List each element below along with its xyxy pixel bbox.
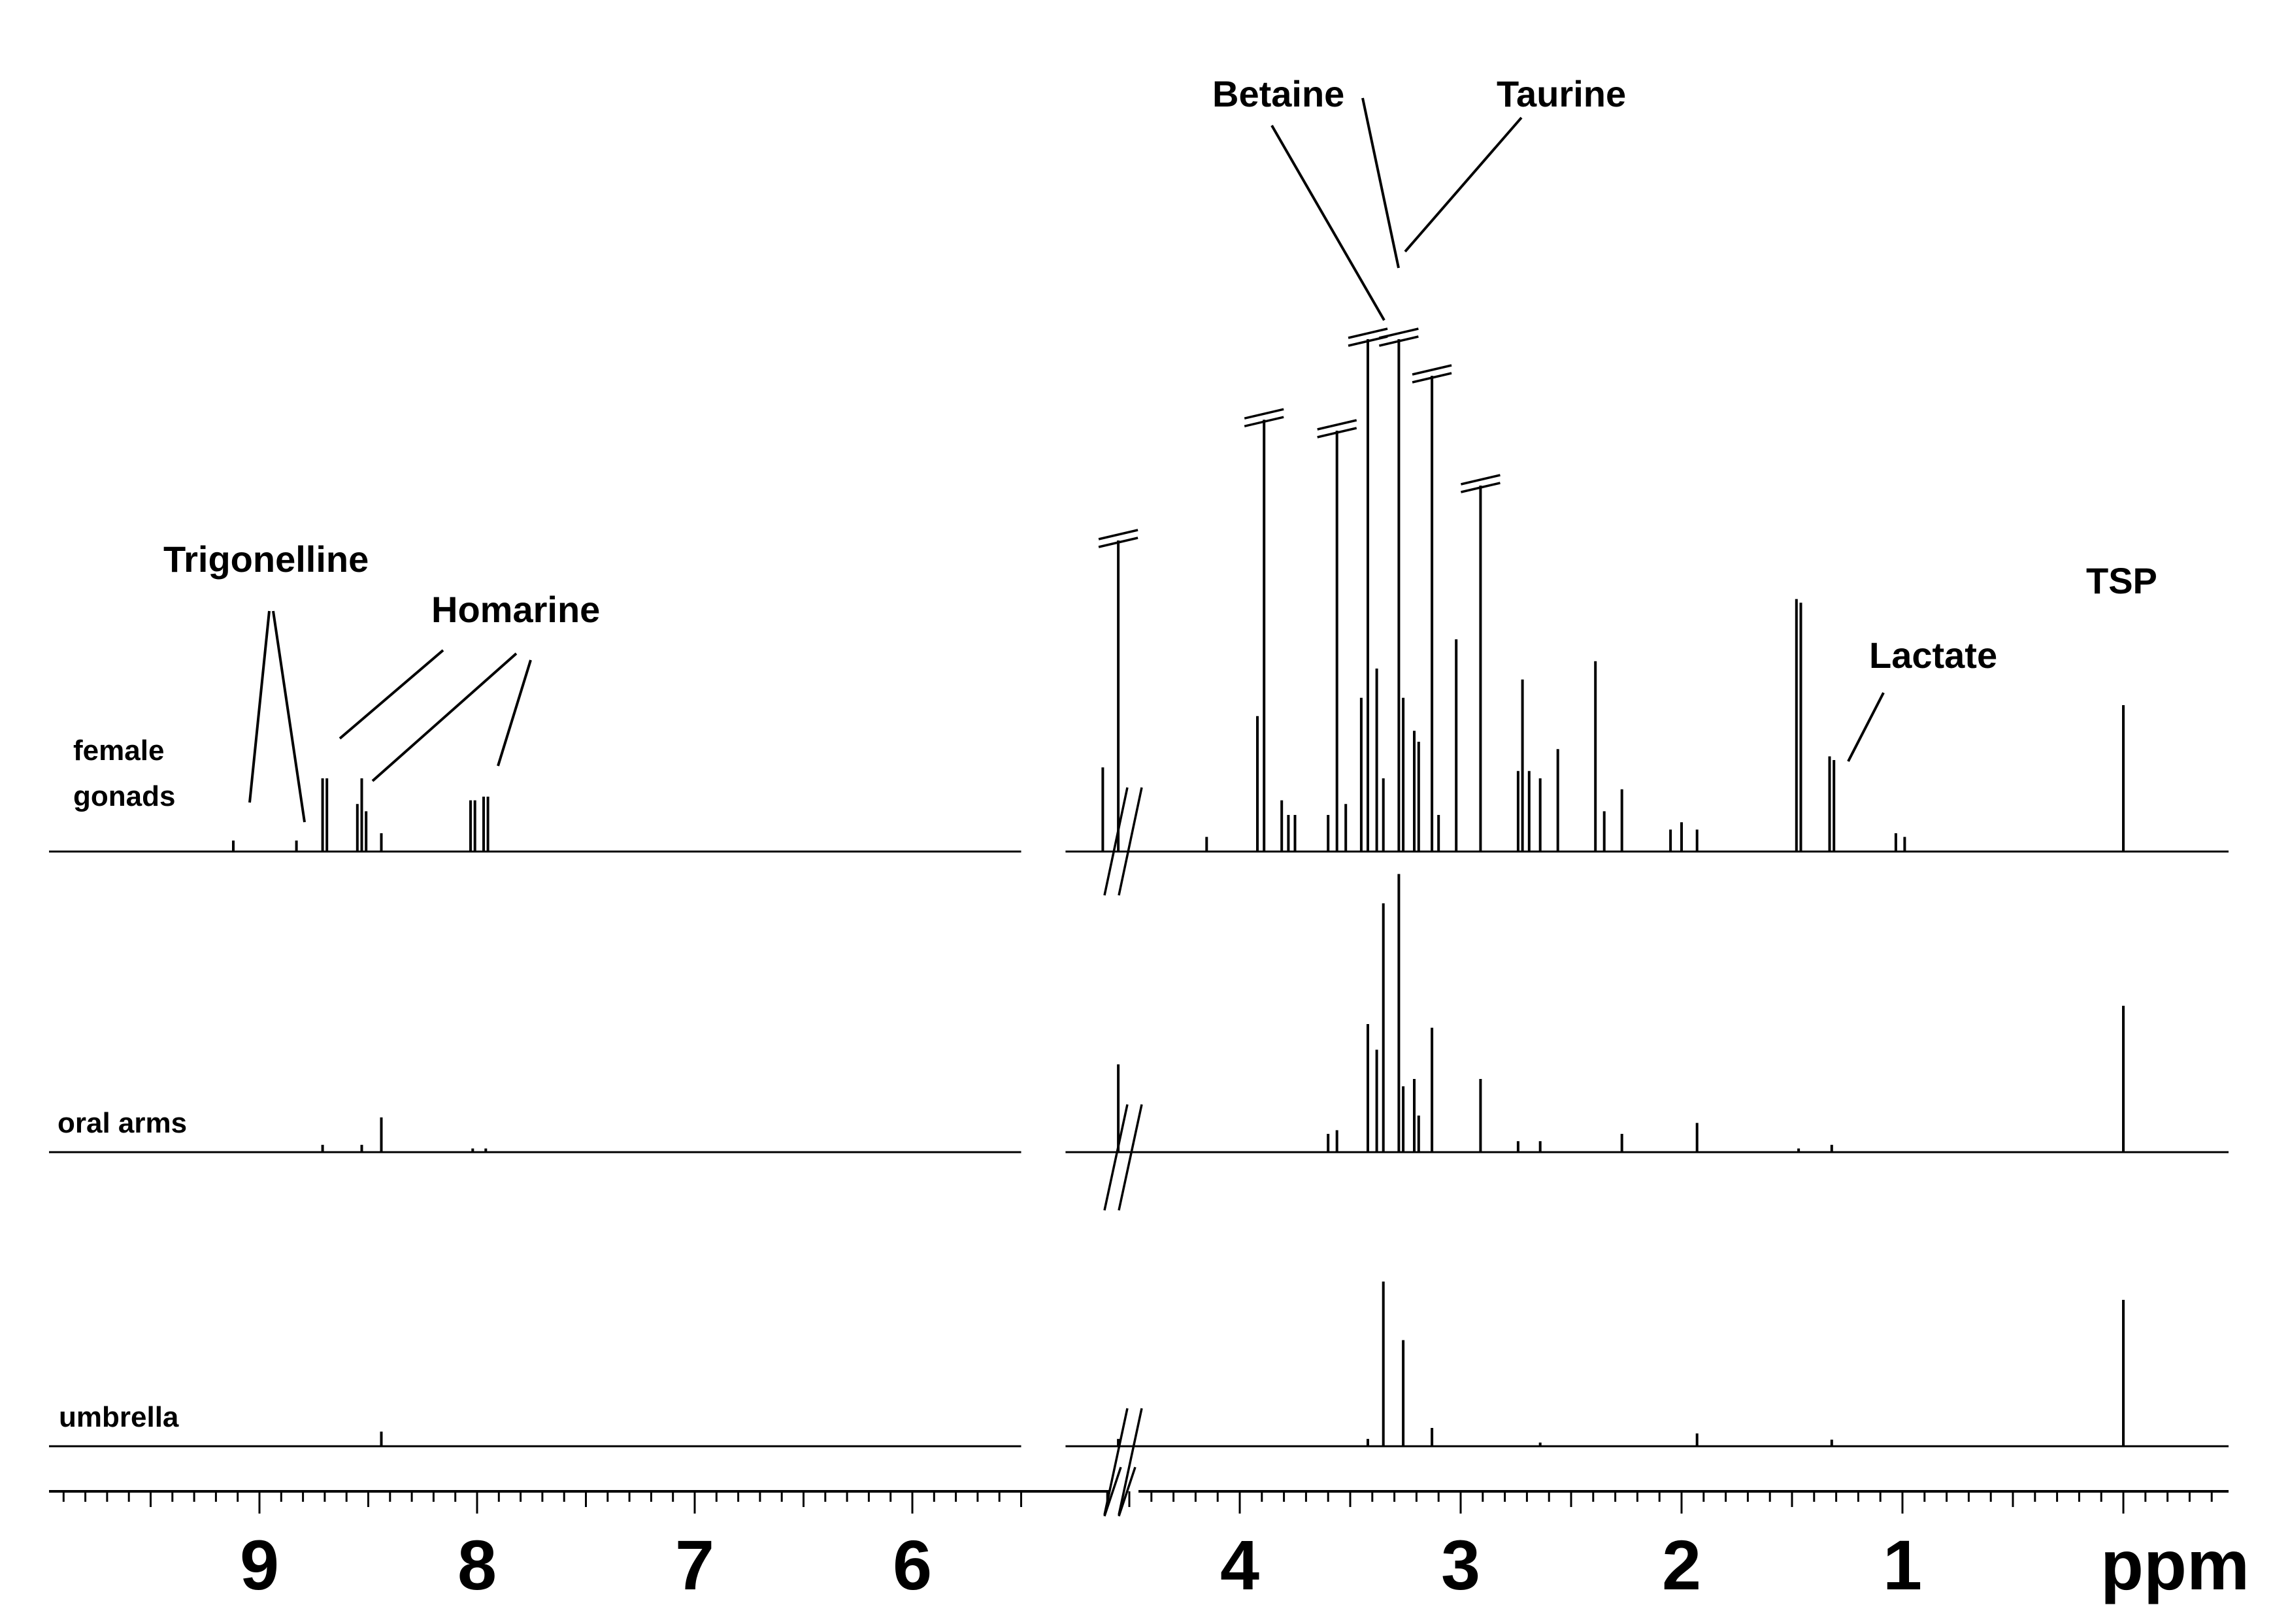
annotation-taurine: Taurine	[1497, 73, 1626, 114]
leader-betaine	[1270, 125, 1386, 321]
leader-trigonelline-2	[272, 610, 306, 823]
peak-clip-mark	[1378, 327, 1419, 347]
leader-taurine	[1404, 116, 1523, 253]
x-axis-ticks	[62, 1491, 2213, 1514]
leader-lactate	[1847, 692, 1885, 762]
sample-label-female-gonads-line1: female	[73, 735, 164, 767]
x-axis-break	[1103, 1467, 1137, 1517]
x-axis-tick-labels: 9 8 7 6 4 3 2 1	[240, 1525, 1922, 1604]
annotation-leader-lines	[248, 97, 1885, 823]
sample-label-oral-arms: oral arms	[58, 1107, 187, 1139]
spectrum-umbrella	[49, 1282, 2229, 1448]
annotation-tsp: TSP	[2086, 560, 2157, 601]
x-tick-label-6: 6	[893, 1525, 932, 1604]
axis-breaks	[1103, 787, 1143, 1516]
x-axis: 9 8 7 6 4 3 2 1 ppm	[49, 1467, 2249, 1604]
sample-label-umbrella: umbrella	[59, 1401, 179, 1433]
x-tick-label-9: 9	[240, 1525, 279, 1604]
leader-homarine-2	[371, 652, 518, 782]
peak-clip-mark	[1461, 474, 1501, 493]
annotation-homarine: Homarine	[431, 589, 600, 630]
annotation-lactate: Lactate	[1869, 635, 1997, 676]
axis-break-oral-arms	[1103, 1104, 1143, 1211]
x-tick-label-8: 8	[457, 1525, 497, 1604]
x-tick-label-3: 3	[1441, 1525, 1480, 1604]
compound-annotations: Trigonelline Homarine Betaine Taurine La…	[163, 73, 2157, 676]
leader-trigonelline-1	[248, 610, 271, 803]
peak-clip-mark	[1098, 529, 1138, 548]
leader-homarine-3	[497, 659, 532, 767]
annotation-betaine: Betaine	[1212, 73, 1344, 114]
spectra-traces	[49, 327, 2229, 1448]
spectrum-oral-arms	[49, 874, 2229, 1153]
x-tick-label-1: 1	[1883, 1525, 1922, 1604]
leader-homarine-1	[339, 649, 444, 740]
x-axis-unit-label: ppm	[2100, 1525, 2249, 1604]
x-tick-label-2: 2	[1662, 1525, 1701, 1604]
peak-clip-mark	[1317, 419, 1357, 439]
sample-label-female-gonads-line2: gonads	[73, 780, 175, 812]
sample-labels: female gonads oral arms umbrella	[58, 735, 187, 1433]
spectrum-female-gonads	[49, 327, 2229, 853]
leader-betaine-2	[1361, 97, 1400, 269]
x-tick-label-7: 7	[675, 1525, 714, 1604]
axis-break-female-gonads	[1103, 787, 1143, 896]
peak-clip-mark	[1412, 364, 1452, 384]
x-tick-label-4: 4	[1220, 1525, 1259, 1604]
axis-break-umbrella	[1103, 1408, 1143, 1516]
annotation-trigonelline: Trigonelline	[163, 539, 369, 580]
peak-clip-mark	[1244, 408, 1284, 427]
